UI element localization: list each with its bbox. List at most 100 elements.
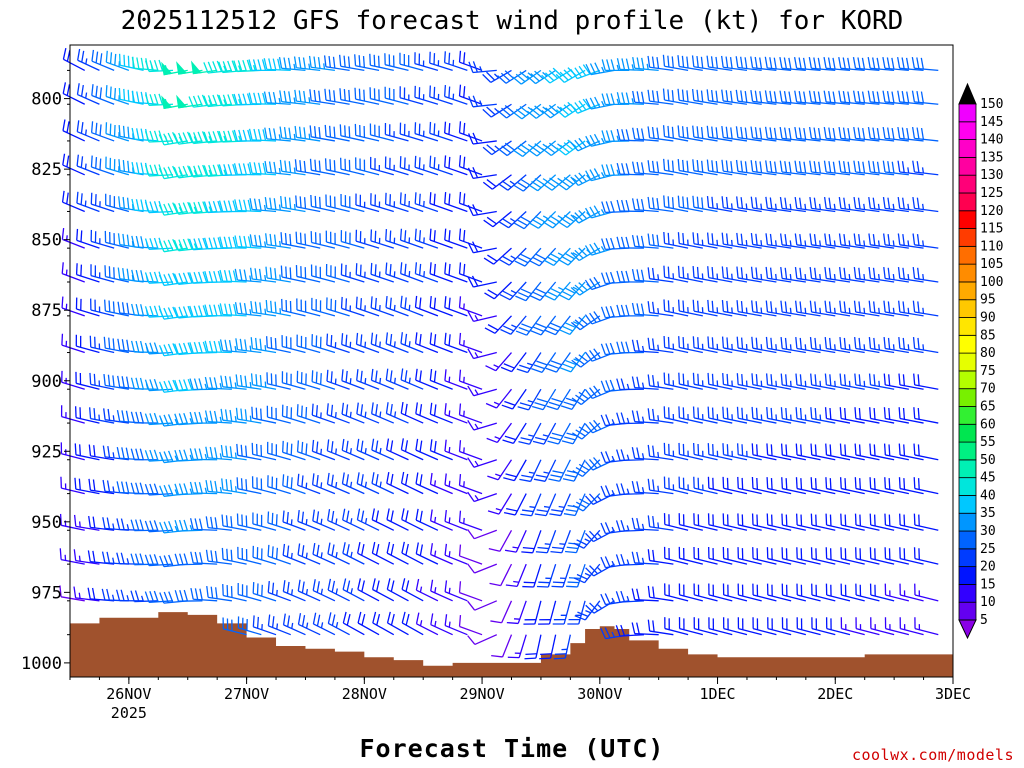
wind-barb [295,231,321,249]
wind-barb [282,510,306,531]
wind-barb [369,87,394,105]
wind-barb [795,513,821,531]
y-tick-label: 925 [31,442,62,462]
wind-barb [706,159,733,176]
wind-barb [323,55,350,72]
wind-barbs [59,48,939,660]
wind-barb [370,368,395,390]
wind-barb [249,162,277,176]
wind-barb [487,459,513,481]
wind-barb [222,584,247,602]
wind-barb [131,91,159,105]
wind-barb [205,516,232,531]
wind-barb [570,172,601,187]
wind-barb [809,267,836,283]
wind-barb [252,615,277,636]
colorbar-label: 95 [980,293,996,308]
wind-barb [559,315,586,336]
wind-barb [523,600,542,625]
wind-barb [203,200,232,214]
wind-barb [324,158,350,176]
wind-barb [647,585,674,602]
wind-barb [90,192,115,213]
wind-barb [838,267,865,283]
x-tick-label: 29NOV [459,685,504,703]
wind-barb [176,94,203,109]
wind-barb [737,547,762,565]
wind-barb [553,634,572,660]
wind-barb [204,270,232,283]
wind-barb [721,336,748,354]
wind-barb [158,202,188,216]
credit-link[interactable]: coolwx.com/models [852,746,1014,764]
wind-barb [912,160,939,176]
wind-barb [677,55,703,72]
wind-barb [600,556,630,569]
surface-terrain [70,612,953,677]
wind-barb [616,341,644,354]
wind-barb [252,582,277,602]
wind-barb [736,406,762,424]
wind-barb [912,337,939,354]
wind-barb [898,407,924,424]
wind-barb [385,296,409,317]
wind-barb [898,337,924,354]
wind-barb [692,299,718,317]
wind-barb [282,543,306,565]
wind-barb [486,422,513,444]
wind-barb [868,233,895,249]
wind-barb [546,388,571,411]
wind-barb [913,513,939,531]
wind-barb [531,388,557,411]
wind-barb [74,443,100,461]
wind-barb [400,368,424,390]
wind-barb [707,406,733,424]
wind-barb [752,547,777,565]
wind-barb [414,155,439,176]
wind-barb [400,401,424,424]
wind-barb [444,543,468,565]
wind-barb [647,233,674,249]
colorbar-segment [958,352,977,372]
wind-barb [342,578,365,602]
wind-barb [266,441,291,461]
wind-barb [504,530,527,553]
wind-barb [189,448,218,461]
wind-barb [482,103,512,118]
wind-barb [249,267,277,283]
wind-barb [443,51,468,72]
wind-barb [399,122,424,142]
colorbar-segment [958,139,977,158]
colorbar-segment [958,584,977,603]
wind-barb [780,373,806,390]
wind-barb [884,617,910,636]
wind-barb [780,267,806,283]
wind-barb [809,233,836,249]
wind-barb [869,513,895,531]
wind-barb [252,545,277,565]
wind-barb [737,476,762,495]
wind-barb [515,315,542,336]
wind-barb [497,69,527,84]
wind-barb [883,267,909,283]
wind-barb [530,315,557,336]
wind-barb [721,196,748,213]
wind-barb [751,406,777,424]
wind-barb [506,600,527,625]
wind-barb [467,420,497,431]
wind-barb [399,156,424,176]
wind-barb [311,439,336,461]
wind-barb [174,519,203,532]
wind-barb [429,228,453,249]
wind-barb [102,445,129,461]
wind-barb [205,549,232,565]
wind-barb [647,55,674,72]
wind-barb [444,510,468,531]
colorbar-segment [958,495,977,514]
wind-barb [484,281,512,300]
wind-barb [914,617,939,636]
wind-barb [883,337,909,354]
wind-barb [502,422,527,445]
wind-barb [263,91,291,105]
wind-barb [117,375,144,390]
